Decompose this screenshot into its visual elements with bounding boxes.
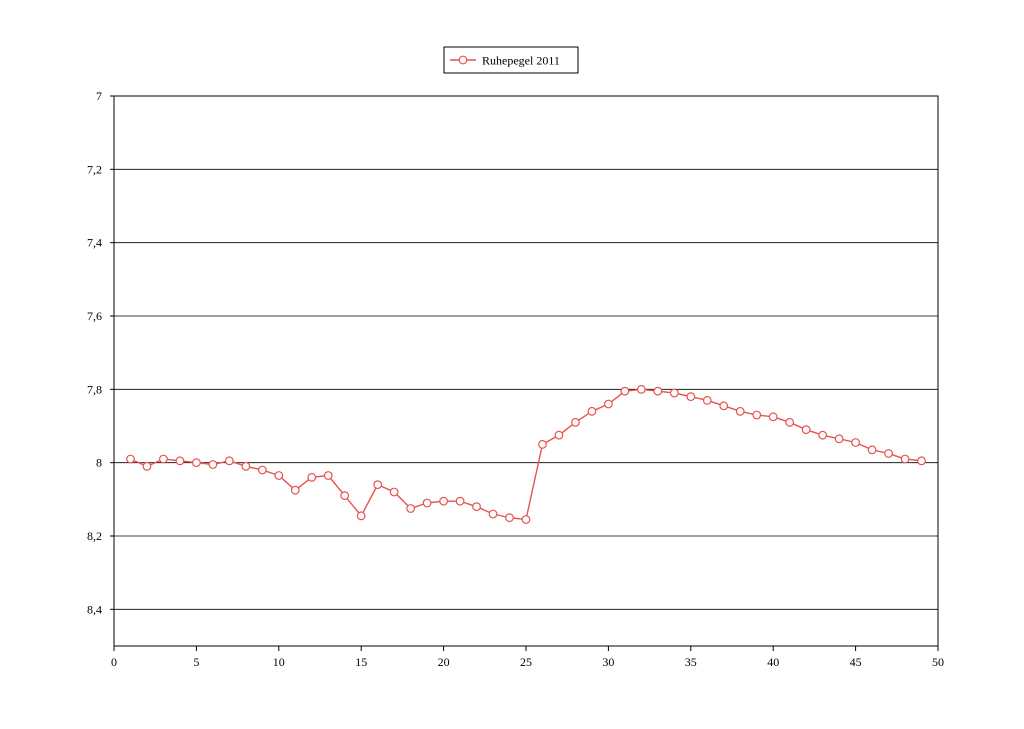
y-tick-label: 7,6 xyxy=(87,309,102,323)
x-tick-label: 40 xyxy=(767,655,779,669)
data-point xyxy=(455,496,465,506)
data-point xyxy=(917,456,926,466)
data-point xyxy=(554,430,564,440)
legend-label: Ruhepegel 2011 xyxy=(482,54,560,68)
data-point xyxy=(191,458,201,468)
legend: Ruhepegel 2011 xyxy=(443,46,579,74)
x-tick-label: 45 xyxy=(850,655,862,669)
y-tick-label: 8,4 xyxy=(87,602,102,616)
data-point xyxy=(834,434,844,444)
data-point xyxy=(884,449,893,458)
data-point xyxy=(505,513,514,523)
data-point xyxy=(768,412,778,422)
data-point xyxy=(653,386,663,396)
data-point xyxy=(735,406,745,416)
y-tick-label: 8,2 xyxy=(87,529,102,543)
x-tick-label: 30 xyxy=(602,655,614,669)
data-point xyxy=(752,410,762,420)
data-point xyxy=(142,461,152,471)
x-tick-label: 20 xyxy=(438,655,450,669)
data-point xyxy=(801,425,811,435)
axes xyxy=(110,95,939,651)
x-tick-label: 15 xyxy=(355,655,367,669)
data-point xyxy=(274,471,284,480)
data-point xyxy=(587,406,597,416)
x-tick-label: 10 xyxy=(273,655,285,669)
data-point xyxy=(702,395,712,405)
gridlines xyxy=(114,95,938,610)
data-point xyxy=(406,504,416,513)
series-line xyxy=(130,388,922,521)
x-tick-label: 5 xyxy=(193,655,199,669)
x-tick-label: 0 xyxy=(111,655,117,669)
data-point xyxy=(241,461,251,471)
data-point xyxy=(208,460,218,469)
data-point xyxy=(307,472,317,482)
y-tick-label: 7 xyxy=(96,89,102,103)
data-point xyxy=(159,454,168,464)
x-tick-label: 35 xyxy=(685,655,697,669)
data-point xyxy=(323,471,333,480)
data-point xyxy=(719,401,729,411)
tick-labels: 7 7,2 7,4 7,6 7,8 8 8,2 8,4 0 5 10 15 20 25 30 35 40 45 50 xyxy=(87,89,944,669)
data-point xyxy=(851,438,860,447)
data-point xyxy=(900,454,910,464)
data-point xyxy=(257,465,267,475)
data-point xyxy=(636,384,646,394)
legend-swatch-marker xyxy=(458,55,468,65)
data-point xyxy=(818,430,828,440)
data-point xyxy=(521,515,531,524)
data-point xyxy=(488,509,498,519)
series-layer xyxy=(126,384,926,524)
data-point xyxy=(538,439,547,449)
data-point xyxy=(620,386,630,396)
data-point xyxy=(604,399,613,409)
x-tick-label: 50 xyxy=(932,655,944,669)
data-point xyxy=(472,502,481,512)
data-point xyxy=(126,454,135,464)
data-point xyxy=(373,480,383,490)
data-point xyxy=(224,456,234,466)
data-point xyxy=(686,392,696,402)
x-tick-label: 25 xyxy=(520,655,532,669)
data-point xyxy=(356,511,366,521)
y-tick-label: 7,2 xyxy=(87,162,102,176)
data-point xyxy=(340,491,350,501)
y-tick-label: 8 xyxy=(96,456,102,470)
data-point xyxy=(785,417,795,427)
data-point xyxy=(867,445,877,455)
data-point xyxy=(290,485,300,495)
data-point xyxy=(389,487,399,497)
data-point xyxy=(669,388,679,398)
data-point xyxy=(439,496,449,506)
data-point xyxy=(571,417,580,427)
y-tick-label: 7,8 xyxy=(87,382,102,396)
plot-area-border xyxy=(113,95,939,647)
y-tick-label: 7,4 xyxy=(87,236,102,250)
data-point xyxy=(175,456,185,466)
data-point xyxy=(422,498,432,508)
